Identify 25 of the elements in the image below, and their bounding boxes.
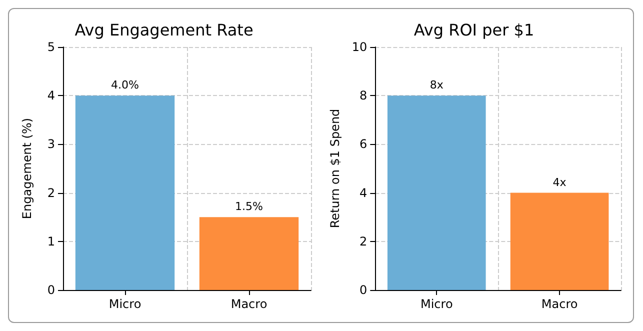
y-tick-label: 1 xyxy=(47,234,55,248)
y-tick-label: 2 xyxy=(47,186,55,200)
y-tick-label: 8 xyxy=(360,88,368,103)
data-label: 4.0% xyxy=(111,78,139,92)
y-tick-label: 4 xyxy=(360,186,368,200)
data-label: 1.5% xyxy=(235,200,263,214)
y-tick-label: 2 xyxy=(360,234,368,248)
data-label: 8x xyxy=(430,78,444,92)
chart-title: Avg ROI per $1 xyxy=(414,20,534,40)
y-tick-label: 3 xyxy=(47,137,55,152)
y-axis-title: Engagement (%) xyxy=(20,118,34,220)
y-tick-label: 4 xyxy=(47,88,55,103)
data-label: 4x xyxy=(552,176,567,189)
chart-title: Avg Engagement Rate xyxy=(74,20,254,40)
y-tick-label: 0 xyxy=(47,283,55,297)
x-tick-label: Macro xyxy=(541,297,578,311)
x-tick-label: Micro xyxy=(420,297,453,311)
x-tick-label: Micro xyxy=(108,297,142,311)
y-tick-label: 5 xyxy=(47,40,55,54)
y-tick-label: 6 xyxy=(360,137,368,152)
x-tick-label: Macro xyxy=(230,297,268,311)
y-axis-title: Return on $1 Spend xyxy=(328,108,342,228)
y-tick-label: 10 xyxy=(352,40,368,54)
frame-outline: Engagement (%) 0 1 2 3 4 5 Micro Macro 4.0% 1.5% Avg Engagement Rate Return on $1 Spend 0 2 4 6 8 10 Micro Macro 8x 4x Avg ROI per $1 xyxy=(8,8,634,323)
y-tick-label: 0 xyxy=(360,283,368,297)
